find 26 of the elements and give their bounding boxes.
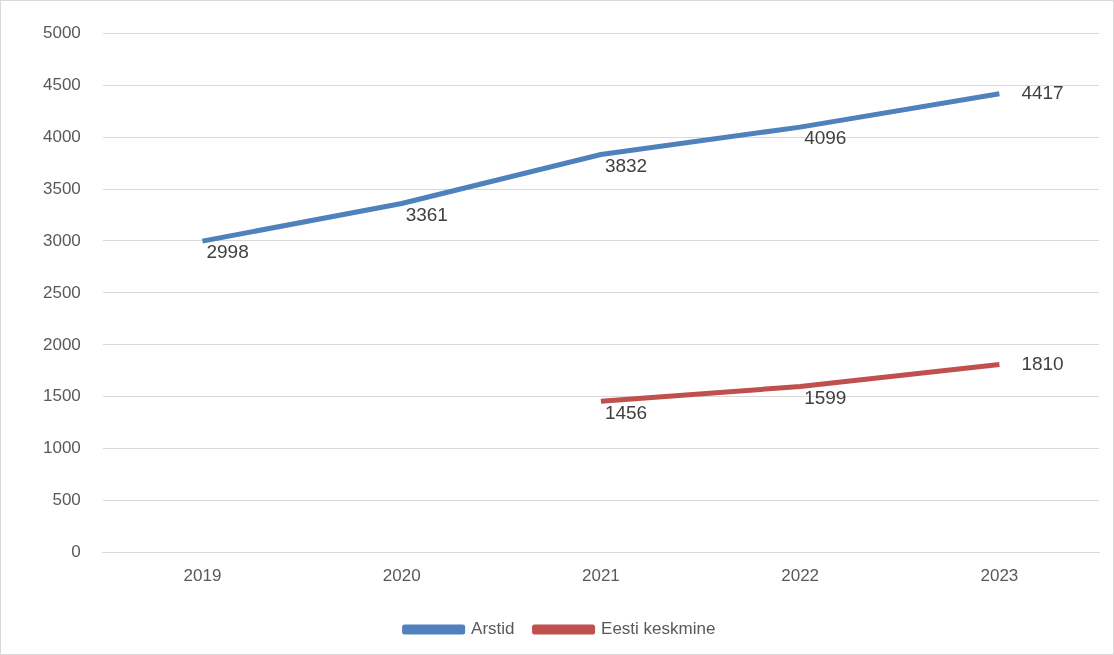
data-label: 1599 <box>804 386 847 408</box>
x-tick-label: 2019 <box>183 566 222 586</box>
data-label: 1810 <box>1021 352 1064 374</box>
x-tick-label: 2020 <box>382 566 421 586</box>
data-label: 4096 <box>804 127 847 149</box>
y-tick-label: 3000 <box>42 230 81 250</box>
data-label: 1456 <box>604 401 648 423</box>
y-tick-label: 5000 <box>42 22 81 42</box>
y-tick-label: 2500 <box>42 282 81 302</box>
data-label: 4417 <box>1021 82 1064 103</box>
x-tick-label: 2022 <box>781 566 820 586</box>
y-tick-label: 1500 <box>42 386 81 406</box>
data-label: 3361 <box>405 203 448 225</box>
legend-label: Arstid <box>471 619 515 639</box>
data-label: 3832 <box>604 154 648 176</box>
x-tick-label: 2021 <box>582 566 620 586</box>
y-tick-label: 1000 <box>42 438 81 458</box>
legend-label: Eesti keskmine <box>601 619 716 639</box>
y-tick-label: 2000 <box>42 334 81 354</box>
x-tick-label: 2023 <box>980 566 1019 586</box>
y-tick-label: 3500 <box>42 178 81 198</box>
y-tick-label: 4000 <box>42 126 81 146</box>
y-tick-label: 4500 <box>42 74 81 94</box>
y-tick-label: 500 <box>52 490 81 510</box>
y-tick-label: 0 <box>71 542 81 562</box>
data-label: 2998 <box>206 241 249 263</box>
